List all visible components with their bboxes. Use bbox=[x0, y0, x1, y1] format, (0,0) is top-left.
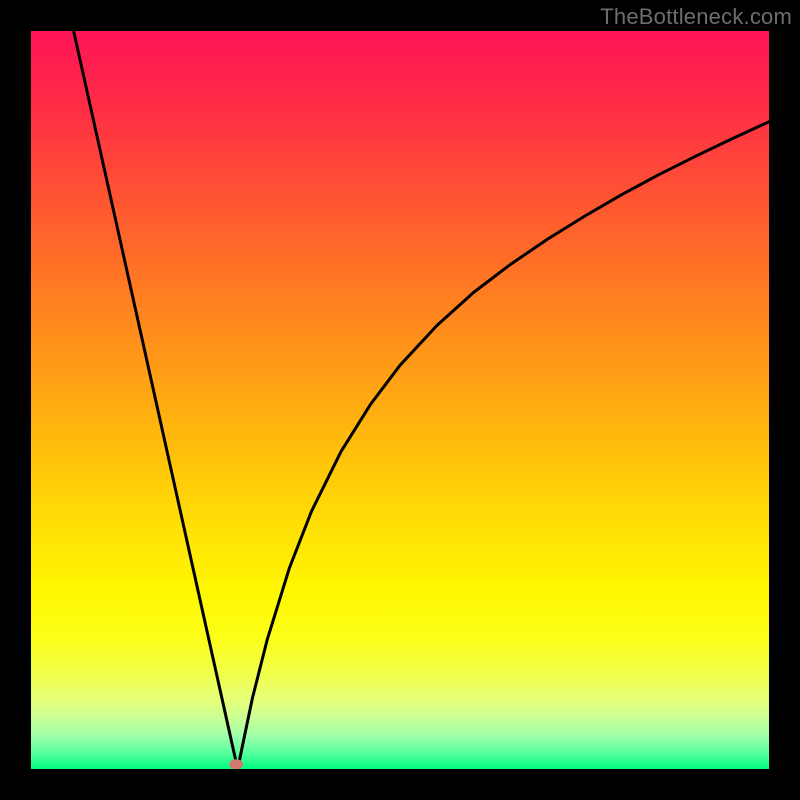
gradient-background bbox=[31, 31, 769, 769]
chart-svg bbox=[31, 31, 769, 769]
apex-marker bbox=[229, 759, 243, 769]
plot-area bbox=[31, 31, 769, 769]
chart-frame: TheBottleneck.com bbox=[0, 0, 800, 800]
watermark-text: TheBottleneck.com bbox=[600, 4, 792, 30]
